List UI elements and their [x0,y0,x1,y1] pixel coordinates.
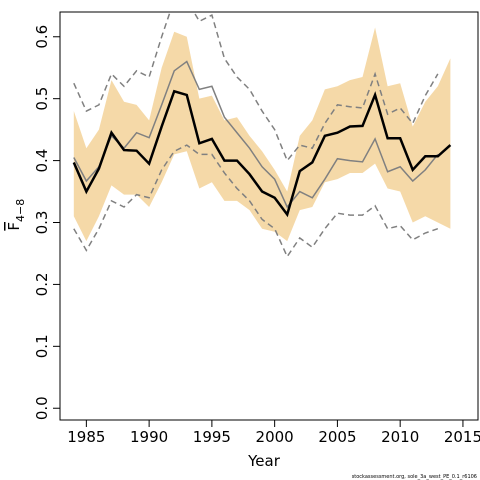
footnote: stockassessment.org, sole_3a_west_PE_0.1… [352,474,477,480]
y-tick-label: 0.6 [33,25,51,49]
estimate-line [73,60,439,209]
y-tick-label: 0.0 [33,396,51,420]
x-tick-label: 2015 [444,428,480,446]
plot-box [59,11,479,421]
x-tick-label: 1995 [193,428,231,446]
y-tick-label: 0.2 [33,272,51,296]
interval-line [73,144,439,259]
y-axis-label: F [5,222,23,231]
confidence-band [73,27,451,242]
x-tick-label: 2010 [381,428,419,446]
x-tick-label: 2000 [256,428,294,446]
x-tick-label: 1985 [67,428,105,446]
estimate-line [72,89,452,218]
y-tick-label: 0.4 [33,149,51,173]
y-tick-label: 0.1 [33,334,51,358]
x-tick-label: 1990 [130,428,168,446]
x-axis-label: Year [247,452,281,470]
interval-line [73,12,439,163]
y-tick-label: 0.3 [33,211,51,235]
y-axis-label-group: F 4−8 [5,199,27,231]
plot-area [72,12,452,259]
y-axis-label-subscript: 4−8 [14,199,27,222]
y-tick-label: 0.5 [33,87,51,111]
x-tick-label: 2005 [318,428,356,446]
